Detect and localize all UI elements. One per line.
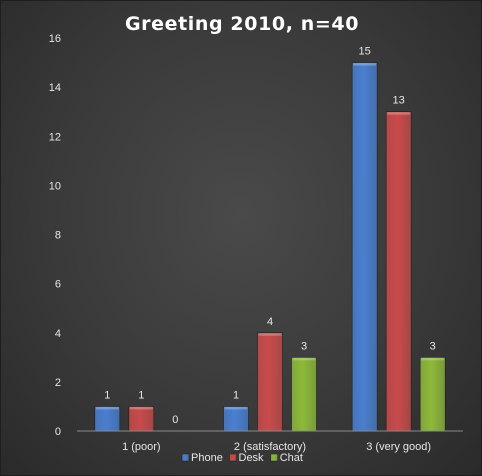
bar-highlight <box>129 406 153 410</box>
data-label: 3 <box>301 340 307 352</box>
y-tick-label: 8 <box>55 230 61 242</box>
bar-chat <box>419 357 446 432</box>
bar-highlight <box>224 406 248 410</box>
y-axis: 0 2 4 6 8 10 12 14 16 <box>49 33 61 438</box>
legend-label-phone: Phone <box>191 452 223 464</box>
legend: Phone Desk Chat <box>181 452 303 464</box>
bars: 1 1 0 1 4 3 15 13 3 <box>94 46 446 432</box>
category-label: 1 (poor) <box>122 441 161 453</box>
data-label: 3 <box>430 340 436 352</box>
bar-phone <box>94 406 121 432</box>
bar-desk <box>385 111 412 432</box>
y-tick-label: 16 <box>49 33 61 45</box>
category-label: 3 (very good) <box>366 441 431 453</box>
legend-label-desk: Desk <box>239 452 265 464</box>
category-label: 2 (satisfactory) <box>234 441 306 453</box>
bar-highlight <box>421 357 445 361</box>
legend-swatch-phone <box>181 453 190 462</box>
bar-highlight <box>95 406 119 410</box>
bar-highlight <box>258 333 282 336</box>
bar-desk <box>128 406 155 432</box>
bar-phone <box>351 62 378 432</box>
x-axis: 1 (poor) 2 (satisfactory) 3 (very good) <box>77 430 463 453</box>
data-label: 0 <box>172 414 178 426</box>
data-label: 1 <box>138 389 144 401</box>
legend-swatch-desk <box>229 453 237 462</box>
bar-highlight <box>387 112 411 115</box>
data-label: 15 <box>359 46 371 58</box>
bar-phone <box>223 406 249 432</box>
legend-swatch-chat <box>270 453 278 462</box>
chart-title: Greeting 2010, n=40 <box>124 13 360 35</box>
y-tick-label: 2 <box>55 377 61 389</box>
y-tick-label: 12 <box>49 131 61 143</box>
y-tick-label: 4 <box>55 328 61 340</box>
y-tick-label: 0 <box>55 426 61 438</box>
y-tick-label: 14 <box>49 82 61 94</box>
bar-chat <box>291 357 317 432</box>
data-label: 4 <box>267 316 273 328</box>
data-label: 1 <box>233 389 239 401</box>
data-label: 13 <box>393 95 405 107</box>
y-tick-label: 10 <box>49 180 61 192</box>
y-tick-label: 6 <box>55 279 61 291</box>
bar-desk <box>257 332 283 432</box>
data-label: 1 <box>104 389 110 401</box>
legend-label-chat: Chat <box>280 452 303 464</box>
bar-highlight <box>353 63 377 66</box>
bar-highlight <box>292 357 316 361</box>
